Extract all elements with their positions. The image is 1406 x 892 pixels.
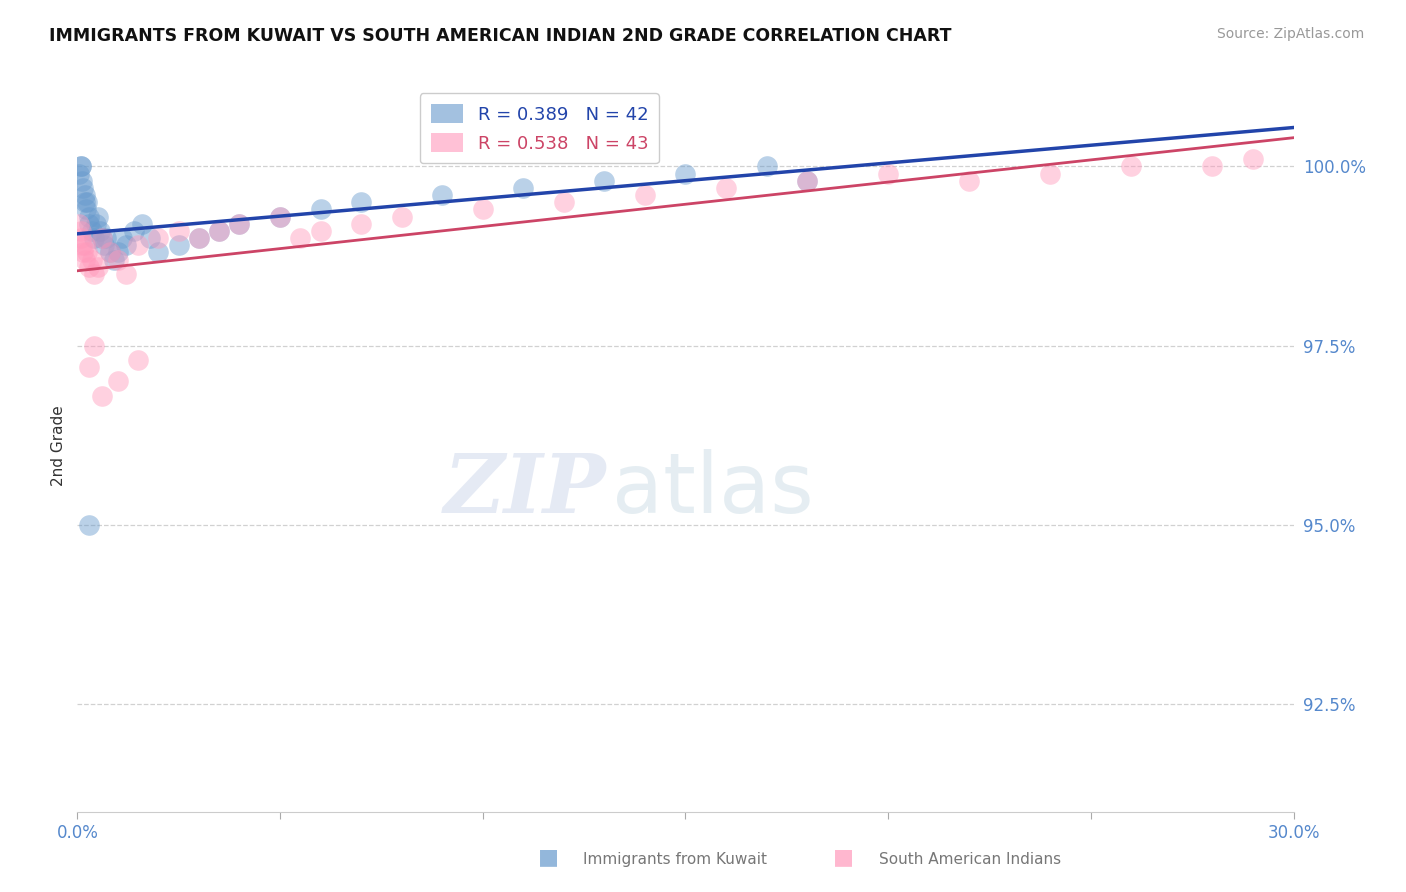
Point xyxy=(796,174,818,188)
Point xyxy=(148,231,170,245)
Point xyxy=(107,375,129,389)
Point xyxy=(127,353,149,368)
Point xyxy=(72,245,94,260)
Text: South American Indians: South American Indians xyxy=(879,852,1062,867)
Point xyxy=(139,231,162,245)
Point xyxy=(269,210,291,224)
Point xyxy=(75,238,97,252)
Point xyxy=(70,159,93,173)
Point xyxy=(79,217,101,231)
Point xyxy=(67,217,90,231)
Legend: R = 0.389   N = 42, R = 0.538   N = 43: R = 0.389 N = 42, R = 0.538 N = 43 xyxy=(420,93,659,163)
Point xyxy=(127,238,149,252)
Point xyxy=(83,231,105,245)
Point xyxy=(1201,159,1223,173)
Point xyxy=(188,231,211,245)
Y-axis label: 2nd Grade: 2nd Grade xyxy=(51,406,66,486)
Point xyxy=(634,188,657,202)
Point xyxy=(755,159,778,173)
Point xyxy=(228,217,250,231)
Point xyxy=(69,159,91,173)
Point xyxy=(75,195,97,210)
Point xyxy=(107,245,129,260)
Point xyxy=(877,167,900,181)
Point xyxy=(79,360,101,375)
Point xyxy=(86,210,108,224)
Point xyxy=(70,174,93,188)
Point xyxy=(115,267,138,281)
Point xyxy=(70,238,93,252)
Point xyxy=(80,224,103,238)
Point xyxy=(675,167,697,181)
Point xyxy=(269,210,291,224)
Point xyxy=(430,188,453,202)
Point xyxy=(73,252,96,267)
Point xyxy=(79,517,101,532)
Point xyxy=(80,252,103,267)
Point xyxy=(84,217,107,231)
Point xyxy=(107,252,129,267)
Point xyxy=(90,231,112,245)
Point xyxy=(1121,159,1143,173)
Point xyxy=(553,195,575,210)
Point xyxy=(70,224,93,238)
Text: Source: ZipAtlas.com: Source: ZipAtlas.com xyxy=(1216,27,1364,41)
Point xyxy=(290,231,312,245)
Point xyxy=(89,224,111,238)
Point xyxy=(1241,152,1264,166)
Point xyxy=(188,231,211,245)
Point xyxy=(391,210,413,224)
Point xyxy=(957,174,980,188)
Text: ■: ■ xyxy=(538,847,558,867)
Point xyxy=(167,224,190,238)
Point xyxy=(471,202,494,217)
Point xyxy=(76,195,98,210)
Point xyxy=(115,238,138,252)
Point xyxy=(148,245,170,260)
Text: Immigrants from Kuwait: Immigrants from Kuwait xyxy=(583,852,768,867)
Text: ZIP: ZIP xyxy=(444,450,606,530)
Point xyxy=(69,231,91,245)
Point xyxy=(75,202,97,217)
Point xyxy=(167,238,190,252)
Point xyxy=(93,238,115,252)
Point xyxy=(350,195,373,210)
Point xyxy=(90,389,112,403)
Text: IMMIGRANTS FROM KUWAIT VS SOUTH AMERICAN INDIAN 2ND GRADE CORRELATION CHART: IMMIGRANTS FROM KUWAIT VS SOUTH AMERICAN… xyxy=(49,27,952,45)
Point xyxy=(309,202,332,217)
Point xyxy=(103,252,125,267)
Point xyxy=(131,217,153,231)
Point xyxy=(208,224,231,238)
Point xyxy=(593,174,616,188)
Text: ■: ■ xyxy=(834,847,853,867)
Point xyxy=(79,260,101,274)
Point xyxy=(228,217,250,231)
Text: atlas: atlas xyxy=(613,450,814,531)
Point xyxy=(98,245,121,260)
Point xyxy=(1039,167,1062,181)
Point xyxy=(76,245,98,260)
Point xyxy=(72,181,94,195)
Point xyxy=(67,167,90,181)
Point xyxy=(94,231,117,245)
Point xyxy=(90,231,112,245)
Point xyxy=(512,181,534,195)
Point xyxy=(86,260,108,274)
Point xyxy=(83,267,105,281)
Point xyxy=(98,245,121,260)
Point xyxy=(111,231,134,245)
Point xyxy=(309,224,332,238)
Point xyxy=(77,210,100,224)
Point xyxy=(796,174,818,188)
Point xyxy=(83,338,105,352)
Point xyxy=(208,224,231,238)
Point xyxy=(73,188,96,202)
Point xyxy=(350,217,373,231)
Point xyxy=(122,224,145,238)
Point xyxy=(714,181,737,195)
